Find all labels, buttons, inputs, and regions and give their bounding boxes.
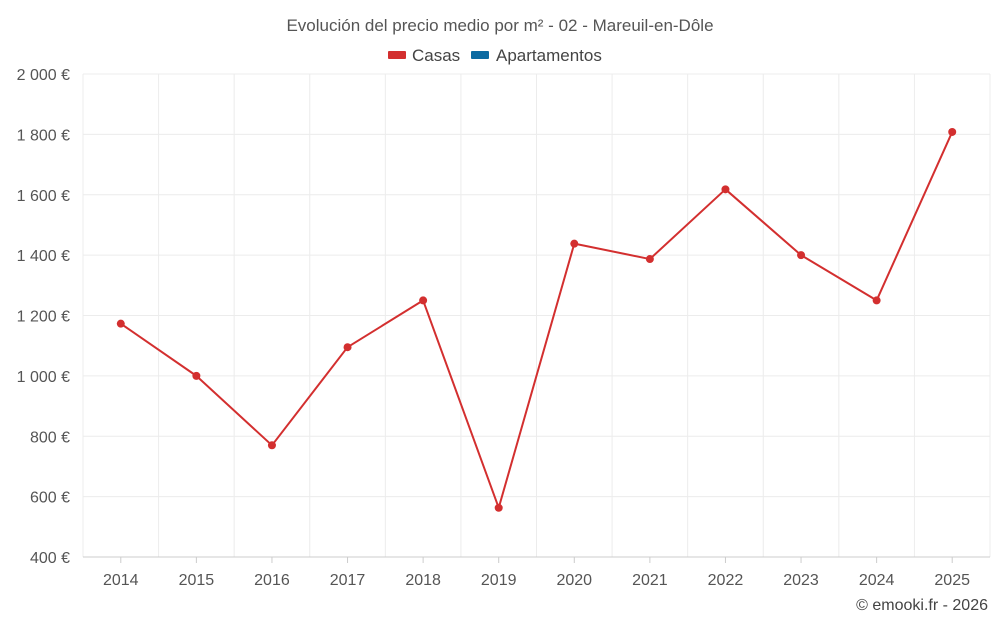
- x-tick-label: 2021: [632, 572, 668, 589]
- legend-item-apartamentos[interactable]: Apartamentos: [471, 46, 602, 65]
- axes: 2 000 € 1 800 € 1 600 € 1 400 € 1 200 € 1 000…: [17, 67, 990, 589]
- data-point-casas-2019[interactable]: [494, 503, 503, 512]
- x-tick-label: 2024: [859, 572, 895, 589]
- x-tick-label: 2019: [481, 572, 517, 589]
- y-tick-label: 800 €: [30, 429, 70, 446]
- data-point-casas-2016[interactable]: [267, 441, 276, 450]
- y-tick-label: 600 €: [30, 490, 70, 507]
- x-tick-label: 2017: [330, 572, 366, 589]
- x-tick-label: 2022: [708, 572, 744, 589]
- series-casas: [116, 127, 957, 512]
- x-tick-label: 2018: [405, 572, 441, 589]
- x-tick-label: 2025: [934, 572, 970, 589]
- y-tick-label: 1 600 €: [17, 188, 70, 205]
- chart-title: Evolución del precio medio por m² - 02 -…: [286, 16, 713, 35]
- legend-swatch-casas: [388, 51, 406, 59]
- data-point-casas-2021[interactable]: [645, 255, 654, 264]
- y-tick-label: 1 400 €: [17, 248, 70, 265]
- credit-text: © emooki.fr - 2026: [856, 597, 988, 614]
- x-tick-label: 2020: [556, 572, 592, 589]
- legend-item-casas[interactable]: Casas: [388, 46, 460, 65]
- data-point-casas-2015[interactable]: [192, 371, 201, 380]
- grid: [82, 73, 991, 557]
- y-tick-label: 400 €: [30, 550, 70, 567]
- y-tick-label: 1 800 €: [17, 127, 70, 144]
- legend: Casas Apartamentos: [388, 46, 602, 65]
- legend-label-apartamentos: Apartamentos: [496, 46, 602, 65]
- data-point-casas-2014[interactable]: [116, 319, 125, 328]
- data-point-casas-2024[interactable]: [872, 296, 881, 305]
- data-point-casas-2017[interactable]: [343, 343, 352, 352]
- legend-swatch-apartamentos: [471, 51, 489, 59]
- data-point-casas-2025[interactable]: [948, 127, 957, 136]
- legend-label-casas: Casas: [412, 46, 460, 65]
- x-tick-label: 2014: [103, 572, 139, 589]
- y-tick-label: 1 000 €: [17, 369, 70, 386]
- data-point-casas-2022[interactable]: [721, 185, 730, 194]
- x-tick-label: 2015: [179, 572, 215, 589]
- series-line-casas: [120, 131, 954, 509]
- data-point-casas-2023[interactable]: [797, 251, 806, 260]
- data-point-casas-2018[interactable]: [419, 296, 428, 305]
- data-point-casas-2020[interactable]: [570, 239, 579, 248]
- y-tick-label: 2 000 €: [17, 67, 70, 84]
- y-tick-label: 1 200 €: [17, 309, 70, 326]
- x-tick-label: 2016: [254, 572, 290, 589]
- x-tick-label: 2023: [783, 572, 819, 589]
